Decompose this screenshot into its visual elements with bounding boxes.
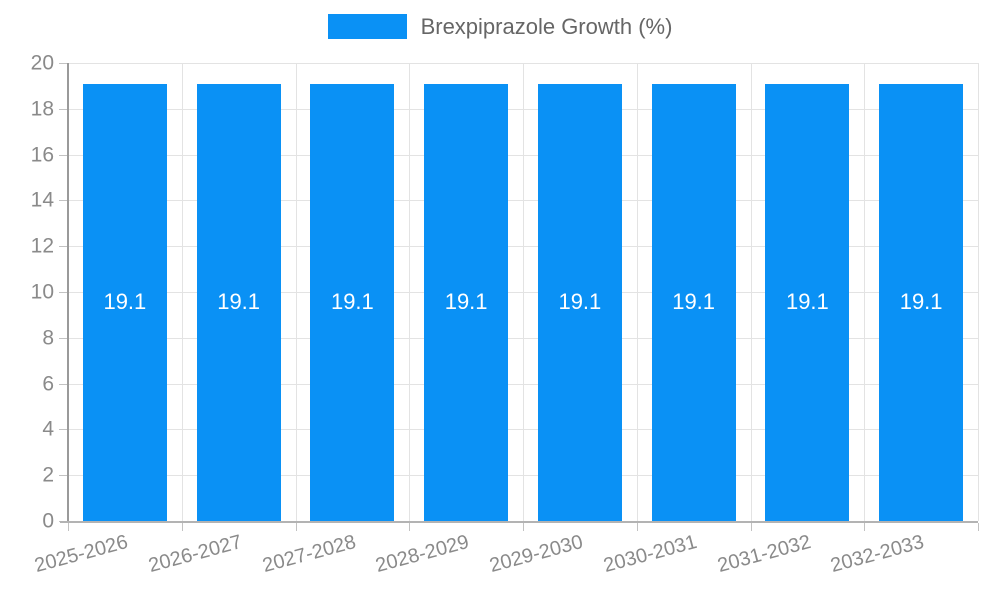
bar-value-label: 19.1 (217, 289, 261, 315)
gridline-vertical (636, 63, 638, 521)
x-axis-tick-label: 2029-2030 (487, 531, 586, 578)
legend: Brexpiprazole Growth (%) (0, 14, 1000, 39)
bar[interactable] (537, 83, 622, 521)
bar[interactable] (196, 83, 281, 521)
y-axis-tick-label: 2 (42, 463, 54, 487)
y-axis-tick-label: 8 (42, 326, 54, 350)
y-axis-tick (59, 475, 67, 477)
bar-value-label: 19.1 (672, 289, 716, 315)
bar[interactable] (765, 83, 850, 521)
y-axis-tick (59, 63, 67, 64)
bar[interactable] (424, 83, 509, 521)
x-axis-tick-label: 2025-2026 (32, 531, 131, 578)
bar-value-label: 19.1 (558, 289, 602, 315)
x-axis-tick-label: 2028-2029 (373, 531, 472, 578)
y-axis-tick (59, 154, 67, 156)
gridline-vertical (978, 63, 979, 521)
y-axis-line (67, 63, 69, 521)
x-axis-tick-label: 2027-2028 (259, 531, 359, 578)
x-axis-tick (409, 523, 411, 531)
x-axis-tick (636, 523, 638, 531)
gridline-vertical (864, 63, 866, 521)
x-axis-line (60, 521, 978, 523)
legend-item[interactable]: Brexpiprazole Growth (%) (327, 14, 673, 39)
y-axis-tick-label: 18 (30, 97, 54, 121)
y-axis-tick (59, 337, 67, 339)
bar-value-label: 19.1 (785, 289, 829, 315)
x-axis-tick (295, 523, 297, 531)
legend-swatch-icon (327, 14, 407, 39)
legend-label: Brexpiprazole Growth (%) (420, 14, 673, 39)
y-axis-tick-label: 16 (30, 143, 54, 167)
gridline-vertical (181, 63, 183, 521)
bar-value-label: 19.1 (103, 289, 147, 315)
y-axis-tick-label: 20 (30, 51, 54, 75)
bar-value-label: 19.1 (899, 289, 943, 315)
gridline-vertical (409, 63, 411, 521)
x-axis-tick (864, 523, 866, 531)
x-axis-tick (523, 523, 524, 531)
y-axis-tick (59, 108, 67, 110)
x-axis-tick (978, 523, 979, 531)
x-axis-tick-label: 2026-2027 (146, 531, 245, 578)
gridline-vertical (523, 63, 524, 521)
y-axis-tick (59, 246, 67, 248)
y-axis-tick (59, 429, 67, 431)
bar[interactable] (82, 83, 167, 521)
x-axis-tick-label: 2030-2031 (601, 531, 700, 578)
y-axis-tick-label: 12 (30, 234, 54, 258)
y-axis-tick-label: 10 (30, 280, 54, 304)
y-axis-tick-label: 4 (42, 417, 54, 441)
bar-value-label: 19.1 (330, 289, 374, 315)
x-axis-tick-label: 2031-2032 (714, 531, 814, 578)
y-axis-tick-label: 6 (42, 372, 54, 396)
x-axis-tick-label: 2032-2033 (828, 531, 927, 578)
plot-area: 0 2 4 6 8 10 12 14 16 18 20 19.1 2025-2026 19.1 2026-2… (31, 53, 979, 577)
y-axis-tick-label: 0 (42, 509, 54, 533)
x-axis-tick (68, 523, 69, 531)
y-axis-tick (59, 292, 67, 293)
y-axis-tick-label: 14 (30, 188, 54, 212)
bar[interactable] (651, 83, 736, 521)
y-axis-tick (59, 383, 67, 385)
gridline-vertical (295, 63, 297, 521)
x-axis-tick (181, 523, 183, 531)
bar-value-label: 19.1 (444, 289, 488, 315)
y-axis-tick (59, 200, 67, 202)
gridline-vertical (750, 63, 752, 521)
x-axis-tick (750, 523, 752, 531)
bar[interactable] (879, 83, 964, 521)
bar[interactable] (310, 83, 395, 521)
